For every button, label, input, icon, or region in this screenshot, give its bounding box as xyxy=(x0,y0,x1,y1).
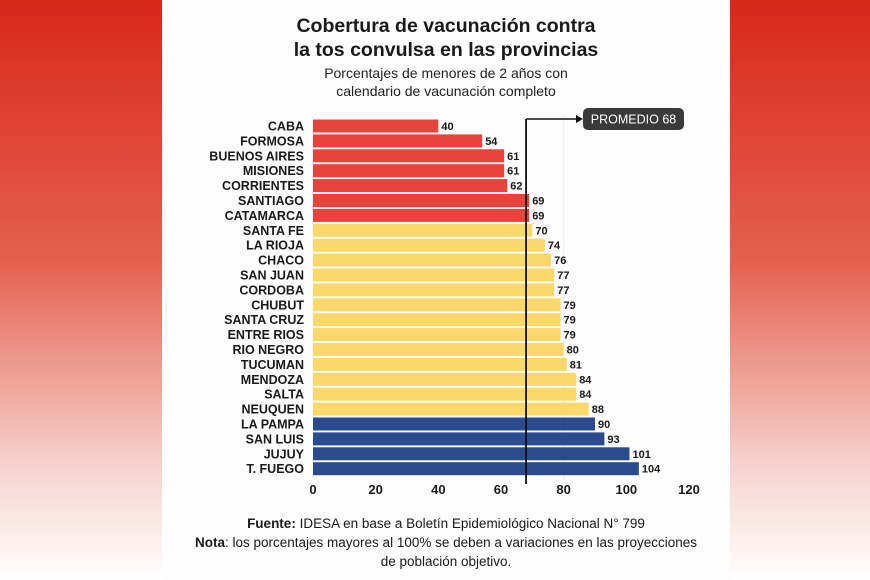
source-note: Fuente: IDESA en base a Boletín Epidemio… xyxy=(162,514,730,533)
x-tick-label: 100 xyxy=(615,482,637,497)
arrow-icon xyxy=(576,115,583,123)
data-label: 76 xyxy=(554,255,566,267)
data-label: 69 xyxy=(532,196,544,208)
bar-la-pampa xyxy=(313,417,595,431)
data-label: 93 xyxy=(607,434,619,446)
source-label: Fuente: xyxy=(247,516,296,531)
bar-san-juan xyxy=(313,268,555,282)
bar-santa-cruz xyxy=(313,313,561,327)
note: Nota: los porcentajes mayores al 100% se… xyxy=(162,533,730,571)
bar-tucuman xyxy=(313,357,567,371)
average-label: PROMEDIO 68 xyxy=(591,113,676,127)
bar-san-luis xyxy=(313,432,605,446)
category-label: ENTRE RIOS xyxy=(228,328,304,342)
category-label: T. FUEGO xyxy=(246,462,304,476)
chart-title: Cobertura de vacunación contra la tos co… xyxy=(162,14,730,62)
subtitle-line-2: calendario de vacunación completo xyxy=(336,83,556,99)
note-label: Nota xyxy=(194,535,225,550)
category-label: CABA xyxy=(268,120,304,134)
bar-formosa xyxy=(313,134,483,148)
bar-entre-rios xyxy=(313,328,561,342)
data-label: 62 xyxy=(510,181,522,193)
bar-rio-negro xyxy=(313,343,564,356)
data-label: 101 xyxy=(632,449,650,461)
bar-catamarca xyxy=(313,208,530,222)
bar-neuquen xyxy=(313,402,589,416)
category-label: BUENOS AIRES xyxy=(209,149,304,163)
bar-santiago xyxy=(313,194,530,207)
bar-chaco xyxy=(313,253,552,267)
data-label: 79 xyxy=(564,330,576,342)
category-label: JUJUY xyxy=(264,447,305,461)
chart-footer: Fuente: IDESA en base a Boletín Epidemio… xyxy=(162,514,730,571)
data-label: 69 xyxy=(532,210,544,222)
bar-santa-fe xyxy=(313,223,533,237)
data-label: 84 xyxy=(579,374,592,386)
x-tick-label: 0 xyxy=(309,482,316,497)
data-label: 77 xyxy=(557,270,569,282)
bar-salta xyxy=(313,387,577,401)
bar-cordoba xyxy=(313,283,555,297)
category-label: CORRIENTES xyxy=(222,179,304,193)
data-label: 61 xyxy=(507,166,519,178)
data-label: 80 xyxy=(567,345,579,357)
category-label: SALTA xyxy=(264,388,304,402)
data-label: 84 xyxy=(579,389,592,401)
source-text: IDESA en base a Boletín Epidemiológico N… xyxy=(295,516,645,531)
data-label: 70 xyxy=(535,225,547,237)
data-label: 40 xyxy=(441,121,453,133)
bar-corrientes xyxy=(313,179,508,193)
data-label: 79 xyxy=(564,315,576,327)
bar-buenos-aires xyxy=(313,149,505,163)
category-label: NEUQUEN xyxy=(241,403,304,417)
bar-jujuy xyxy=(313,447,630,461)
category-label: CATAMARCA xyxy=(225,209,304,223)
category-label: FORMOSA xyxy=(240,134,304,148)
data-label: 74 xyxy=(548,240,561,252)
category-label: CHACO xyxy=(258,254,304,268)
bar-la-rioja xyxy=(313,238,545,252)
bar-chubut xyxy=(313,298,561,312)
title-line-1: Cobertura de vacunación contra xyxy=(296,15,596,37)
data-label: 104 xyxy=(642,464,661,476)
category-label: MISIONES xyxy=(243,164,304,178)
data-label: 88 xyxy=(592,404,604,416)
category-label: SAN JUAN xyxy=(240,269,304,283)
category-label: SANTA CRUZ xyxy=(224,313,304,327)
subtitle-line-1: Porcentajes de menores de 2 años con xyxy=(324,65,568,81)
note-text: : los porcentajes mayores al 100% se deb… xyxy=(224,535,698,569)
title-line-2: la tos convulsa en las provincias xyxy=(293,39,599,61)
bar-misiones xyxy=(313,164,505,178)
category-label: LA RIOJA xyxy=(246,239,304,253)
chart-subtitle: Porcentajes de menores de 2 años con cal… xyxy=(162,64,730,100)
category-label: SAN LUIS xyxy=(246,432,304,446)
data-label: 90 xyxy=(598,419,610,431)
data-label: 54 xyxy=(485,136,498,148)
category-label: TUCUMAN xyxy=(241,358,304,372)
data-label: 81 xyxy=(570,359,582,371)
category-label: CHUBUT xyxy=(251,298,304,312)
x-tick-label: 120 xyxy=(678,482,700,497)
category-label: MENDOZA xyxy=(241,373,304,387)
category-label: SANTA FE xyxy=(243,224,304,238)
average-badge xyxy=(583,108,684,130)
category-label: SANTIAGO xyxy=(238,194,304,208)
data-label: 79 xyxy=(564,300,576,312)
bar-mendoza xyxy=(313,372,577,386)
bar-caba xyxy=(313,119,439,133)
category-label: LA PAMPA xyxy=(241,418,304,432)
x-tick-label: 20 xyxy=(368,482,382,497)
x-tick-label: 40 xyxy=(431,482,445,497)
data-label: 77 xyxy=(557,285,569,297)
category-label: RIO NEGRO xyxy=(232,343,304,357)
x-tick-label: 80 xyxy=(556,482,570,497)
bar-t-fuego xyxy=(313,462,639,476)
data-label: 61 xyxy=(507,151,519,163)
x-tick-label: 60 xyxy=(494,482,508,497)
category-label: CORDOBA xyxy=(239,283,304,297)
